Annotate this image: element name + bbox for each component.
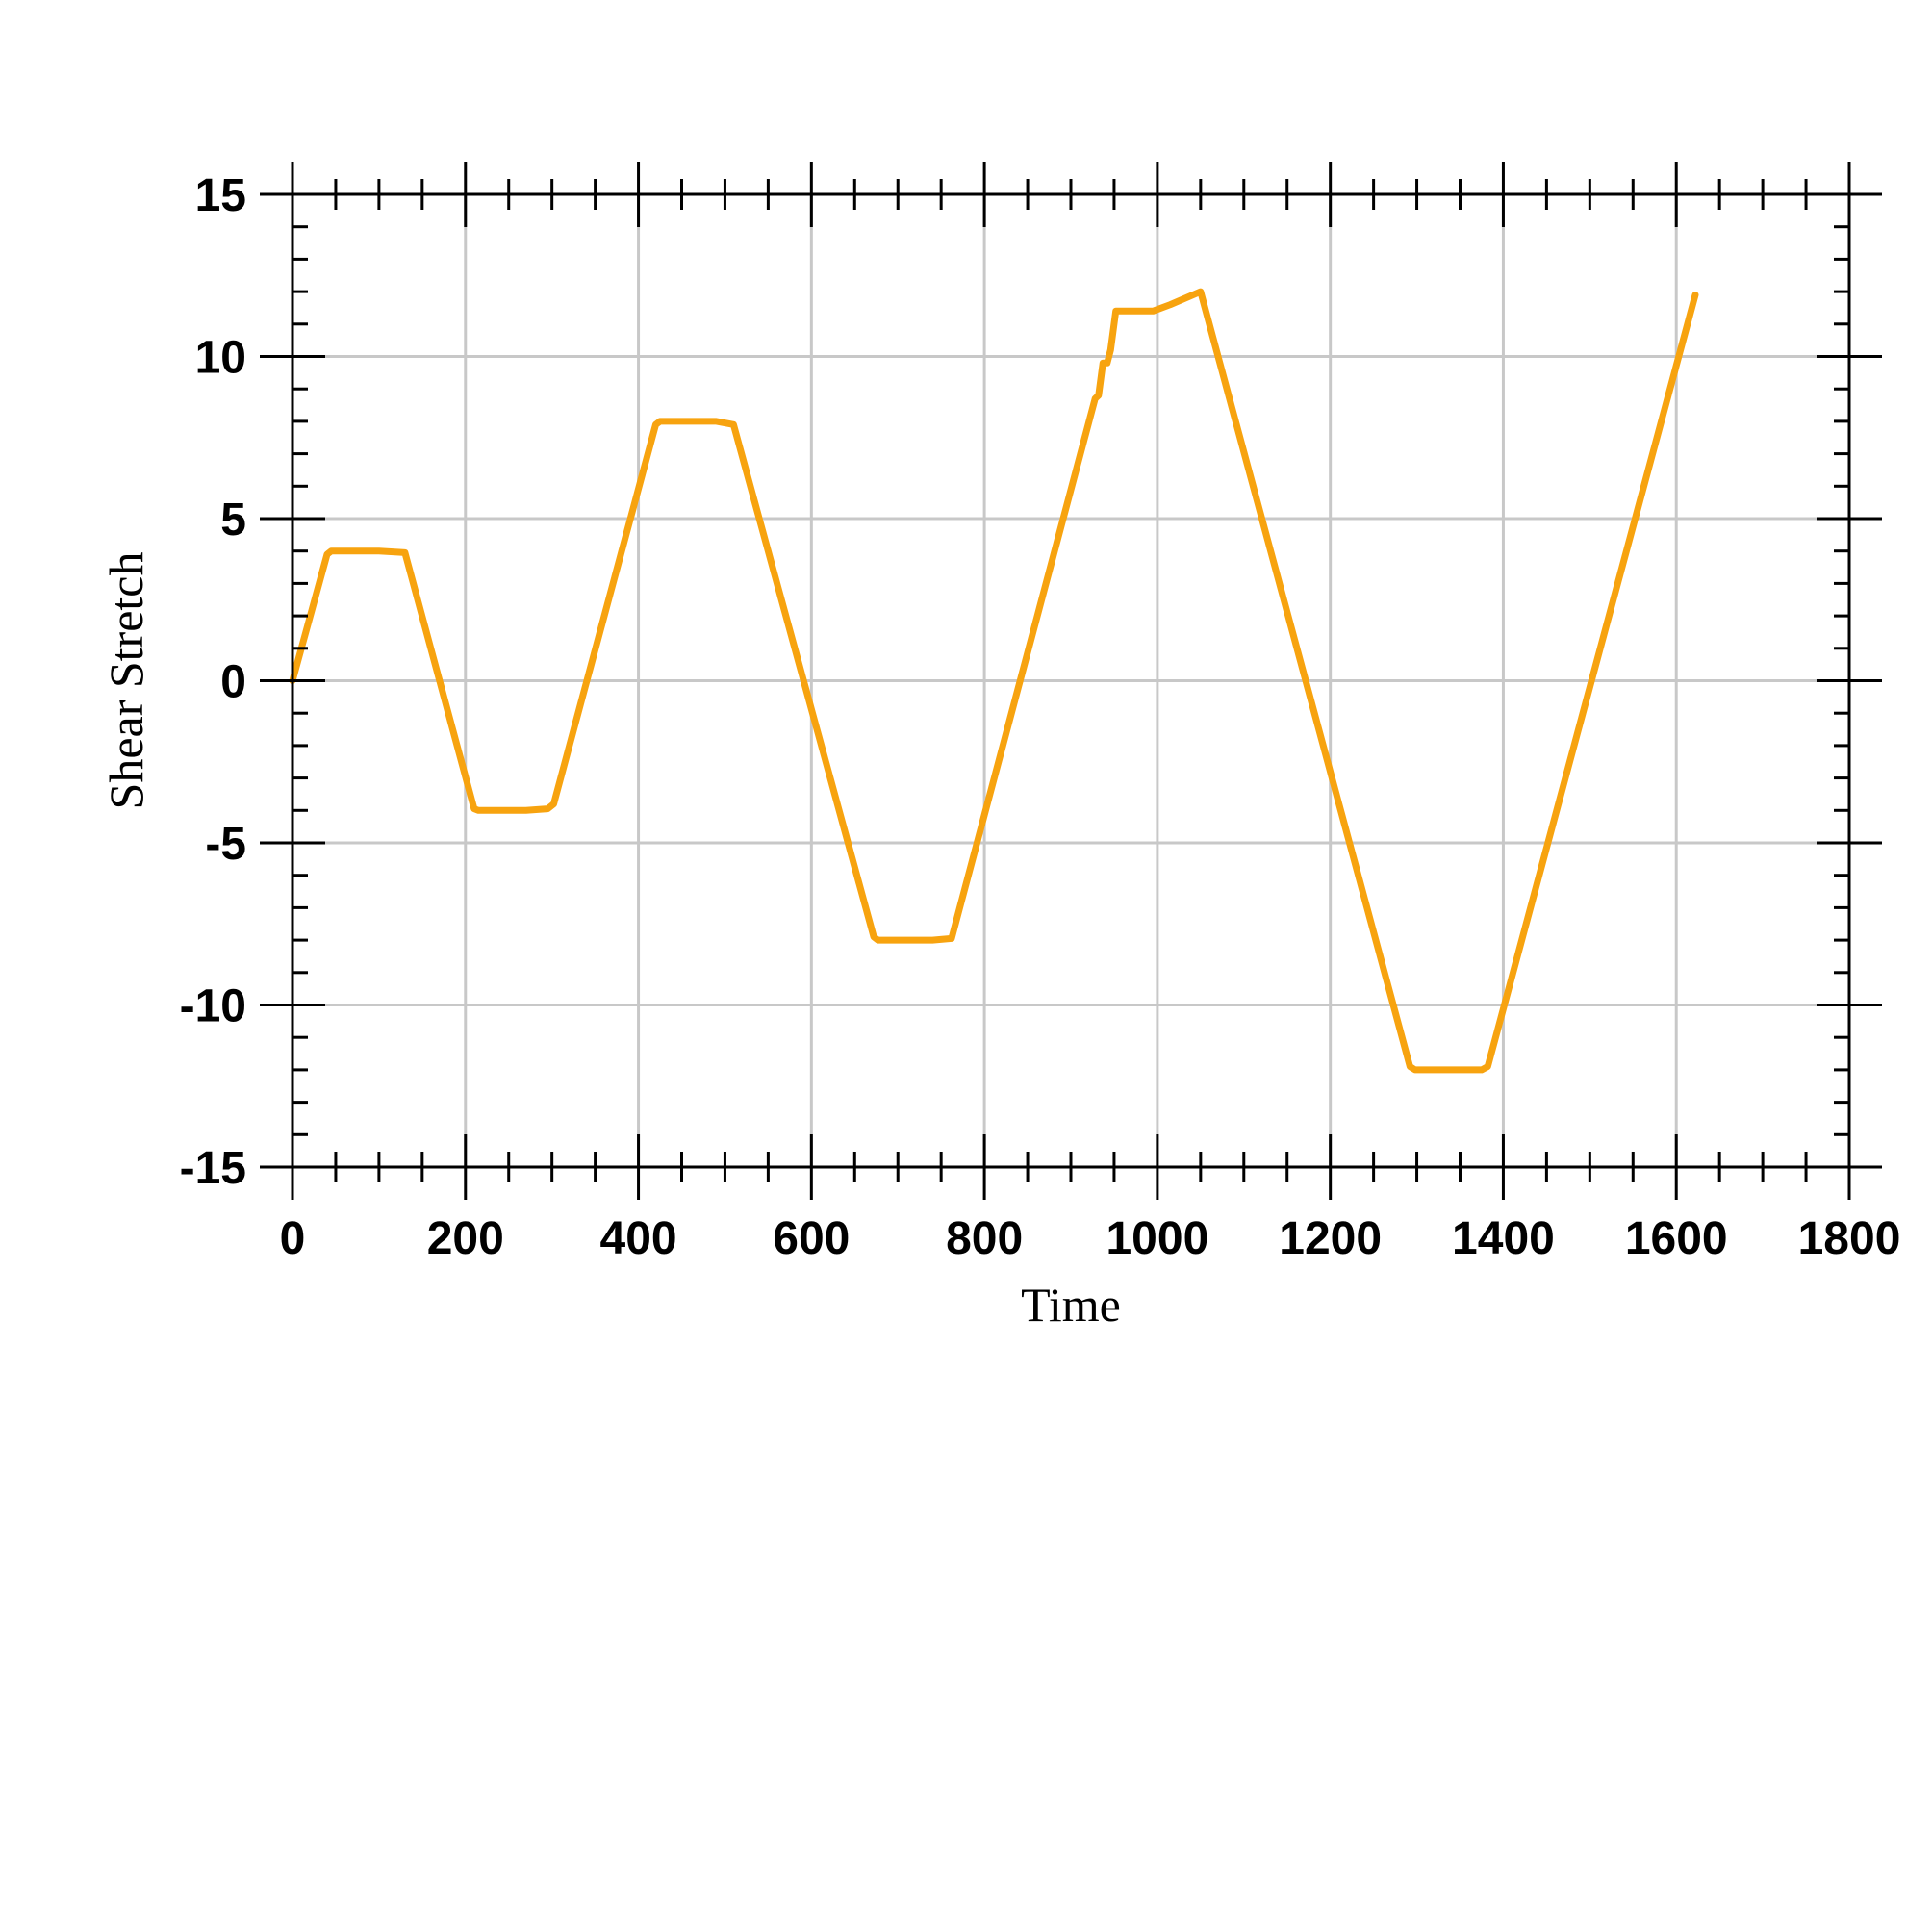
x-tick-label: 1400: [1452, 1213, 1555, 1264]
x-tick-label: 1000: [1106, 1213, 1208, 1264]
y-tick-label: -10: [180, 981, 246, 1032]
y-tick-label: -5: [205, 819, 246, 870]
axis-ticks: [260, 162, 1882, 1200]
y-tick-label: 10: [195, 333, 246, 384]
x-tick-label: 400: [600, 1213, 677, 1264]
y-axis-title: Shear Stretch: [99, 552, 153, 810]
x-tick-label: 0: [280, 1213, 306, 1264]
x-tick-label: 1800: [1798, 1213, 1901, 1264]
x-tick-label: 200: [427, 1213, 504, 1264]
x-tick-label: 1200: [1279, 1213, 1382, 1264]
y-tick-labels: 15 10 5 0 -5 -10 -15: [180, 170, 246, 1194]
y-tick-label: 15: [195, 170, 246, 221]
series-layer: [289, 288, 1699, 1074]
y-tick-label: 5: [220, 495, 246, 546]
grid-lines: [292, 194, 1849, 1167]
series-line: [289, 288, 1699, 1074]
y-tick-label: 0: [220, 657, 246, 708]
x-axis-title: Time: [1021, 1278, 1121, 1332]
x-tick-labels: 0 200 400 600 800 1000 1200 1400 1600 1800: [280, 1213, 1901, 1264]
y-tick-label: -15: [180, 1143, 246, 1194]
x-tick-label: 600: [773, 1213, 850, 1264]
x-tick-label: 1600: [1625, 1213, 1728, 1264]
x-tick-label: 800: [946, 1213, 1023, 1264]
